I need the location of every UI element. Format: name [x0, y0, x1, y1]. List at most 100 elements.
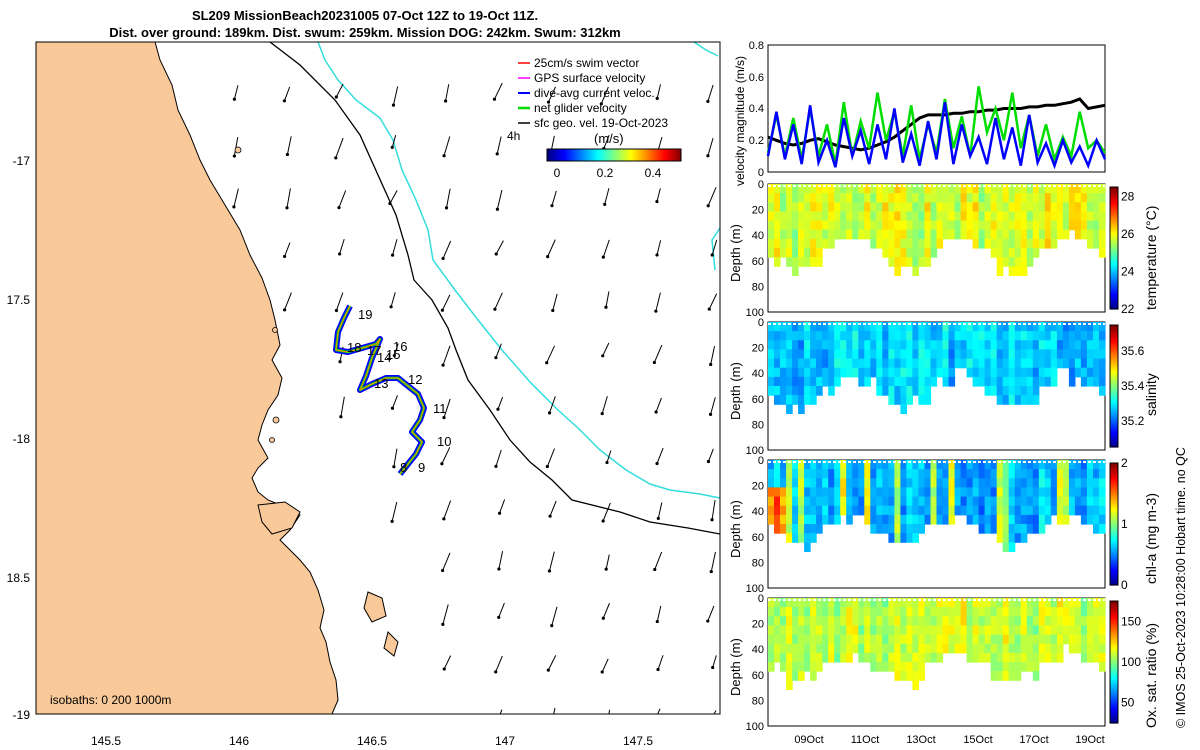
- heatmap-cell: [792, 193, 799, 203]
- colorbar-cell: [1110, 507, 1118, 511]
- heatmap-cell: [924, 367, 932, 378]
- heatmap-cell: [930, 331, 938, 341]
- heatmap-cell: [852, 487, 859, 498]
- heatmap-cell: [1074, 184, 1082, 194]
- heatmap-cell: [960, 202, 968, 212]
- colorbar-cell: [1110, 611, 1118, 614]
- colorbar-cell: [1110, 607, 1118, 610]
- heatmap-cell: [978, 184, 986, 194]
- heatmap-cell: [978, 505, 986, 516]
- heatmap-cell: [1038, 607, 1046, 617]
- heatmap-cell: [798, 496, 805, 507]
- heatmap-cell: [846, 193, 853, 203]
- heatmap-cell: [780, 643, 787, 654]
- colorbar-cell: [643, 149, 645, 161]
- heatmap-cell: [1099, 331, 1106, 341]
- heatmap-cell: [1044, 616, 1052, 626]
- heatmap-cell: [966, 616, 974, 626]
- heatmap-cell: [1074, 634, 1082, 645]
- heatmap-cell: [1074, 505, 1082, 516]
- colorbar-cell: [1110, 239, 1118, 243]
- heatmap-cell: [1093, 229, 1100, 240]
- heatmap-cell: [900, 386, 907, 396]
- heatmap-cell: [840, 367, 847, 378]
- heatmap-cell: [1026, 248, 1034, 258]
- colorbar-cell: [1110, 215, 1118, 219]
- colorbar-cell: [1110, 254, 1118, 257]
- current-arrow: [600, 86, 609, 105]
- heatmap-cell: [1032, 340, 1040, 350]
- heatmap-cell: [858, 652, 865, 663]
- heatmap-cell: [1044, 625, 1052, 636]
- heatmap-cell: [1056, 358, 1064, 369]
- heatmap-cell: [948, 514, 956, 525]
- colorbar-cell: [1110, 246, 1118, 249]
- colorbar-cell: [1110, 716, 1118, 720]
- heatmap-cell: [858, 322, 865, 332]
- colorbar-cell: [1110, 629, 1118, 633]
- heatmap-cell: [1020, 193, 1028, 203]
- colorbar-cell: [626, 149, 628, 161]
- heatmap-cell: [1032, 238, 1040, 249]
- colorbar-cell: [1110, 262, 1118, 265]
- heatmap-cell: [1026, 349, 1034, 360]
- heatmap-cell: [888, 496, 895, 507]
- heatmap-cell: [798, 607, 805, 617]
- heatmap-cell: [1014, 367, 1022, 378]
- heatmap-cell: [978, 331, 986, 341]
- heatmap-cell: [1068, 184, 1076, 194]
- heatmap-cell: [936, 211, 944, 222]
- heatmap-cell: [840, 184, 847, 194]
- heatmap-cell: [786, 229, 793, 240]
- heatmap-cell: [984, 478, 992, 488]
- current-arrow: [499, 709, 503, 714]
- heatmap-cell: [1014, 616, 1022, 626]
- heatmap-cell: [1044, 331, 1052, 341]
- heatmap-cell: [942, 358, 950, 369]
- heatmap-cell: [906, 376, 913, 387]
- heatmap-cell: [876, 662, 883, 672]
- heatmap-cell: [1068, 367, 1076, 378]
- heatmap-cell: [816, 257, 823, 267]
- colorbar-cell: [1110, 386, 1118, 389]
- heatmap-cell: [942, 184, 950, 194]
- heatmap-cell: [876, 367, 883, 378]
- chla-colorbar-label: chl-a (mg m-3): [1143, 492, 1159, 584]
- heatmap-cell: [894, 469, 901, 479]
- heatmap-cell: [774, 202, 781, 212]
- heatmap-cell: [876, 607, 883, 617]
- current-vectors: [232, 82, 718, 714]
- current-arrow: [546, 448, 555, 467]
- heatmap-cell: [828, 349, 835, 360]
- heatmap-cell: [888, 376, 895, 387]
- heatmap-cell: [1020, 598, 1028, 608]
- current-arrow-head: [338, 360, 342, 364]
- waypoint-label: 12: [408, 372, 422, 387]
- heatmap-cell: [852, 211, 859, 222]
- heatmap-cell: [900, 598, 907, 608]
- heatmap-cell: [930, 460, 938, 470]
- heatmap-cell: [1099, 487, 1106, 498]
- heatmap-cell: [798, 634, 805, 645]
- heatmap-cell: [1056, 487, 1064, 498]
- heatmap-cell: [774, 607, 781, 617]
- heatmap-cell: [1044, 598, 1052, 608]
- current-arrow: [605, 554, 610, 570]
- heatmap-cell: [954, 607, 962, 617]
- heatmap-cell: [1044, 229, 1052, 240]
- heatmap-cell: [924, 331, 932, 341]
- heatmap-cell: [984, 514, 992, 525]
- velocity-series-line: [767, 97, 1106, 152]
- heatmap-cell: [990, 184, 998, 194]
- heatmap-cell: [864, 202, 871, 212]
- waypoint-label: 16: [393, 339, 407, 354]
- heatmap-cell: [846, 496, 853, 507]
- heatmap-cell: [810, 238, 817, 249]
- colorbar-cell: [601, 149, 603, 161]
- colorbar-cell: [1110, 515, 1118, 519]
- heatmap-cell: [1026, 376, 1034, 387]
- heatmap-cell: [900, 238, 907, 249]
- heatmap-cell: [834, 349, 841, 360]
- heatmap-cell: [996, 505, 1004, 516]
- heatmap-cell: [888, 331, 895, 341]
